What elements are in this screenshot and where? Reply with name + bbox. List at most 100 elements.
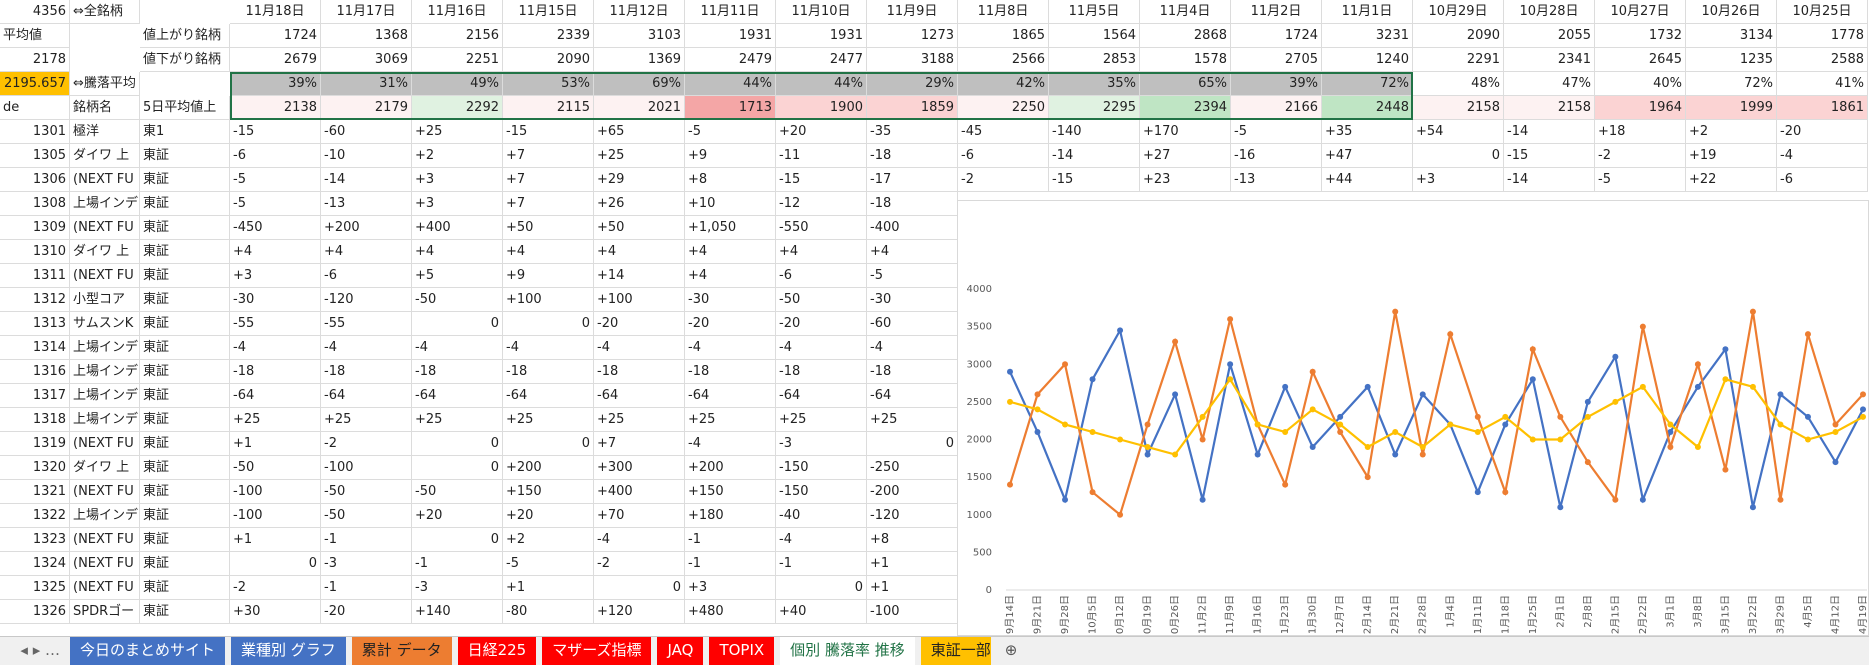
- cell[interactable]: SPDRゴー: [70, 600, 140, 624]
- cell[interactable]: +40: [776, 600, 867, 624]
- cell[interactable]: (NEXT FU: [70, 576, 140, 600]
- cell[interactable]: -20: [685, 312, 776, 336]
- cell[interactable]: +4: [412, 240, 503, 264]
- cell[interactable]: 1312: [0, 288, 70, 312]
- cell[interactable]: -4: [776, 528, 867, 552]
- cell[interactable]: 1317: [0, 384, 70, 408]
- cell[interactable]: 1368: [321, 24, 412, 48]
- cell[interactable]: -64: [503, 384, 594, 408]
- cell[interactable]: 11月2日: [1231, 0, 1322, 24]
- cell[interactable]: -18: [867, 360, 958, 384]
- sheet-tab[interactable]: 個別 騰落率 推移: [780, 637, 915, 665]
- cell[interactable]: 11月18日: [230, 0, 321, 24]
- cell[interactable]: +20: [503, 504, 594, 528]
- cell[interactable]: 東証: [140, 600, 230, 624]
- cell[interactable]: 値上がり銘柄: [140, 24, 230, 48]
- cell[interactable]: 2158: [1413, 96, 1504, 120]
- cell[interactable]: +18: [1595, 120, 1686, 144]
- cell[interactable]: 1310: [0, 240, 70, 264]
- cell[interactable]: 2250: [958, 96, 1049, 120]
- cell[interactable]: -1: [321, 528, 412, 552]
- cell[interactable]: 72%: [1686, 72, 1777, 96]
- cell[interactable]: +1: [503, 576, 594, 600]
- cell[interactable]: -6: [776, 264, 867, 288]
- cell[interactable]: 2251: [412, 48, 503, 72]
- cell[interactable]: +4: [503, 240, 594, 264]
- cell[interactable]: +50: [594, 216, 685, 240]
- cell[interactable]: +1,050: [685, 216, 776, 240]
- cell[interactable]: +25: [867, 408, 958, 432]
- cell[interactable]: 0: [867, 432, 958, 456]
- cell[interactable]: 41%: [1777, 72, 1868, 96]
- cell[interactable]: +300: [594, 456, 685, 480]
- cell[interactable]: 東証: [140, 576, 230, 600]
- cell[interactable]: 42%: [958, 72, 1049, 96]
- cell[interactable]: サムスンK: [70, 312, 140, 336]
- cell[interactable]: ダイワ 上: [70, 144, 140, 168]
- cell[interactable]: +1: [230, 528, 321, 552]
- sheet-tab[interactable]: マザーズ指標: [542, 637, 652, 665]
- cell[interactable]: ダイワ 上: [70, 456, 140, 480]
- cell[interactable]: 65%: [1140, 72, 1231, 96]
- cell[interactable]: +25: [321, 408, 412, 432]
- cell[interactable]: -17: [867, 168, 958, 192]
- cell[interactable]: -20: [321, 600, 412, 624]
- cell[interactable]: -15: [230, 120, 321, 144]
- cell[interactable]: -1: [321, 576, 412, 600]
- sheet-tab[interactable]: 業種別 グラフ: [231, 637, 346, 665]
- cell[interactable]: -100: [230, 504, 321, 528]
- cell[interactable]: -4: [776, 336, 867, 360]
- cell[interactable]: -30: [230, 288, 321, 312]
- cell[interactable]: 1322: [0, 504, 70, 528]
- cell[interactable]: 東証: [140, 192, 230, 216]
- cell[interactable]: 2166: [1231, 96, 1322, 120]
- cell[interactable]: +400: [412, 216, 503, 240]
- cell[interactable]: 1931: [685, 24, 776, 48]
- cell[interactable]: 39%: [230, 72, 321, 96]
- cell[interactable]: -11: [776, 144, 867, 168]
- cell[interactable]: -4: [1777, 144, 1868, 168]
- cell[interactable]: +2: [1686, 120, 1777, 144]
- cell[interactable]: -5: [1231, 120, 1322, 144]
- cell[interactable]: -50: [776, 288, 867, 312]
- cell[interactable]: 3103: [594, 24, 685, 48]
- cell[interactable]: 東証: [140, 456, 230, 480]
- cell[interactable]: 47%: [1504, 72, 1595, 96]
- cell[interactable]: +23: [1140, 168, 1231, 192]
- cell[interactable]: 小型コア: [70, 288, 140, 312]
- cell[interactable]: 2195.657: [0, 72, 70, 96]
- cell[interactable]: -4: [594, 336, 685, 360]
- cell[interactable]: +19: [1686, 144, 1777, 168]
- cell[interactable]: -1: [685, 552, 776, 576]
- cell[interactable]: +200: [503, 456, 594, 480]
- cell[interactable]: +5: [412, 264, 503, 288]
- cell[interactable]: 10月27日: [1595, 0, 1686, 24]
- cell[interactable]: -64: [230, 384, 321, 408]
- cell[interactable]: +120: [594, 600, 685, 624]
- cell[interactable]: 40%: [1595, 72, 1686, 96]
- cell[interactable]: 11月10日: [776, 0, 867, 24]
- cell[interactable]: 11月4日: [1140, 0, 1231, 24]
- cell[interactable]: +26: [594, 192, 685, 216]
- cell[interactable]: 39%: [1231, 72, 1322, 96]
- cell[interactable]: 1240: [1322, 48, 1413, 72]
- cell[interactable]: 1321: [0, 480, 70, 504]
- cell[interactable]: -5: [503, 552, 594, 576]
- cell[interactable]: 3069: [321, 48, 412, 72]
- cell[interactable]: -14: [1504, 168, 1595, 192]
- cell[interactable]: +8: [867, 528, 958, 552]
- cell[interactable]: 48%: [1413, 72, 1504, 96]
- cell[interactable]: -6: [958, 144, 1049, 168]
- cell[interactable]: -15: [503, 120, 594, 144]
- cell[interactable]: -3: [412, 576, 503, 600]
- cell[interactable]: -2: [230, 576, 321, 600]
- cell[interactable]: 2291: [1413, 48, 1504, 72]
- cell[interactable]: +70: [594, 504, 685, 528]
- cell[interactable]: -55: [321, 312, 412, 336]
- cell[interactable]: 1859: [867, 96, 958, 120]
- cell[interactable]: (NEXT FU: [70, 552, 140, 576]
- cell[interactable]: +180: [685, 504, 776, 528]
- cell[interactable]: 0: [594, 576, 685, 600]
- cell[interactable]: 2292: [412, 96, 503, 120]
- cell[interactable]: -5: [867, 264, 958, 288]
